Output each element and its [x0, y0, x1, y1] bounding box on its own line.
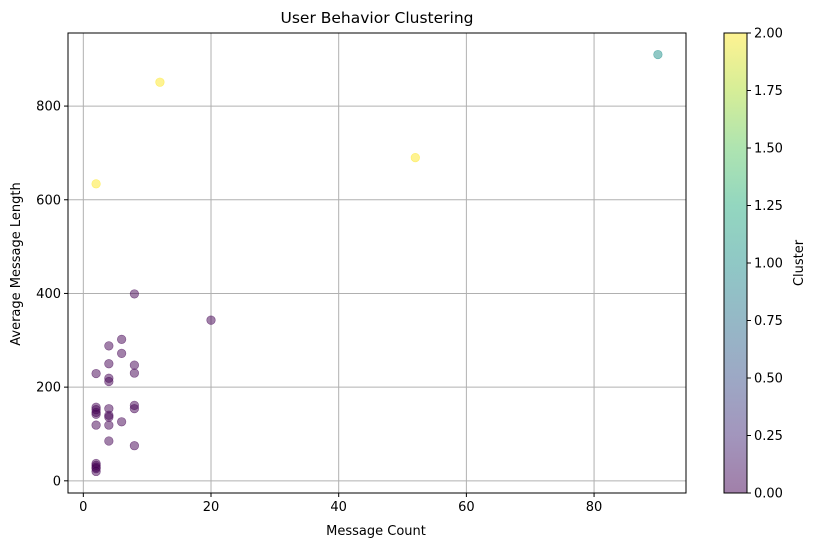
y-tick-label: 600	[36, 193, 61, 208]
data-point-cluster-2	[155, 77, 165, 87]
colorbar-tick-label: 0.50	[754, 372, 783, 387]
x-tick-label: 20	[203, 500, 220, 515]
y-tick-label: 0	[53, 474, 61, 489]
x-axis-label: Message Count	[326, 524, 426, 539]
x-tick-label: 0	[79, 500, 87, 515]
data-point-cluster-0	[129, 368, 139, 378]
y-axis-label: Average Message Length	[9, 182, 24, 345]
colorbar-label: Cluster	[792, 239, 807, 286]
data-point-cluster-0	[104, 412, 114, 422]
x-tick-label: 60	[458, 500, 475, 515]
data-point-cluster-0	[117, 334, 127, 344]
data-point-cluster-0	[129, 404, 139, 414]
data-point-cluster-0	[117, 417, 127, 427]
colorbar-tick-label: 1.00	[754, 257, 783, 272]
data-point-cluster-0	[104, 376, 114, 387]
data-points	[91, 49, 663, 477]
y-tick-label: 200	[36, 381, 61, 396]
x-axis-ticks: 0 20 40 60 80	[79, 493, 602, 515]
data-point-cluster-2	[410, 153, 420, 163]
data-point-cluster-0	[104, 341, 114, 351]
data-point-cluster-0	[91, 466, 101, 477]
data-point-cluster-0	[104, 436, 114, 446]
colorbar	[723, 32, 748, 494]
x-tick-label: 40	[330, 500, 347, 515]
chart-title: User Behavior Clustering	[281, 9, 474, 27]
data-point-cluster-0	[91, 409, 101, 419]
colorbar-tick-label: 1.50	[754, 142, 783, 157]
data-point-cluster-0	[91, 368, 101, 379]
grid-lines	[68, 33, 686, 493]
data-point-cluster-0	[117, 348, 127, 359]
data-point-cluster-0	[129, 360, 139, 370]
data-point-cluster-1	[653, 49, 663, 60]
data-point-cluster-0	[104, 359, 114, 369]
plot-frame	[67, 32, 687, 494]
data-point-cluster-0	[104, 420, 114, 430]
data-point-cluster-0	[129, 441, 139, 451]
data-point-cluster-0	[206, 315, 216, 325]
colorbar-tick-label: 2.00	[754, 27, 783, 42]
colorbar-tick-label: 1.75	[754, 84, 783, 99]
colorbar-tick-label: 0.00	[754, 487, 783, 502]
colorbar-tick-label: 1.25	[754, 199, 783, 214]
y-axis-ticks: 0 200 400 600 800	[36, 100, 68, 489]
y-tick-label: 800	[36, 100, 61, 115]
colorbar-tick-label: 0.25	[754, 429, 783, 444]
colorbar-tick-label: 0.75	[754, 314, 783, 329]
data-point-cluster-2	[91, 179, 101, 189]
colorbar-ticks: 0.00 0.25 0.50 0.75 1.00 1.25 1.50 1.75 2.00	[747, 27, 783, 502]
data-point-cluster-0	[129, 289, 139, 299]
y-tick-label: 400	[36, 287, 61, 302]
x-tick-label: 80	[586, 500, 603, 515]
data-point-cluster-0	[91, 420, 101, 430]
